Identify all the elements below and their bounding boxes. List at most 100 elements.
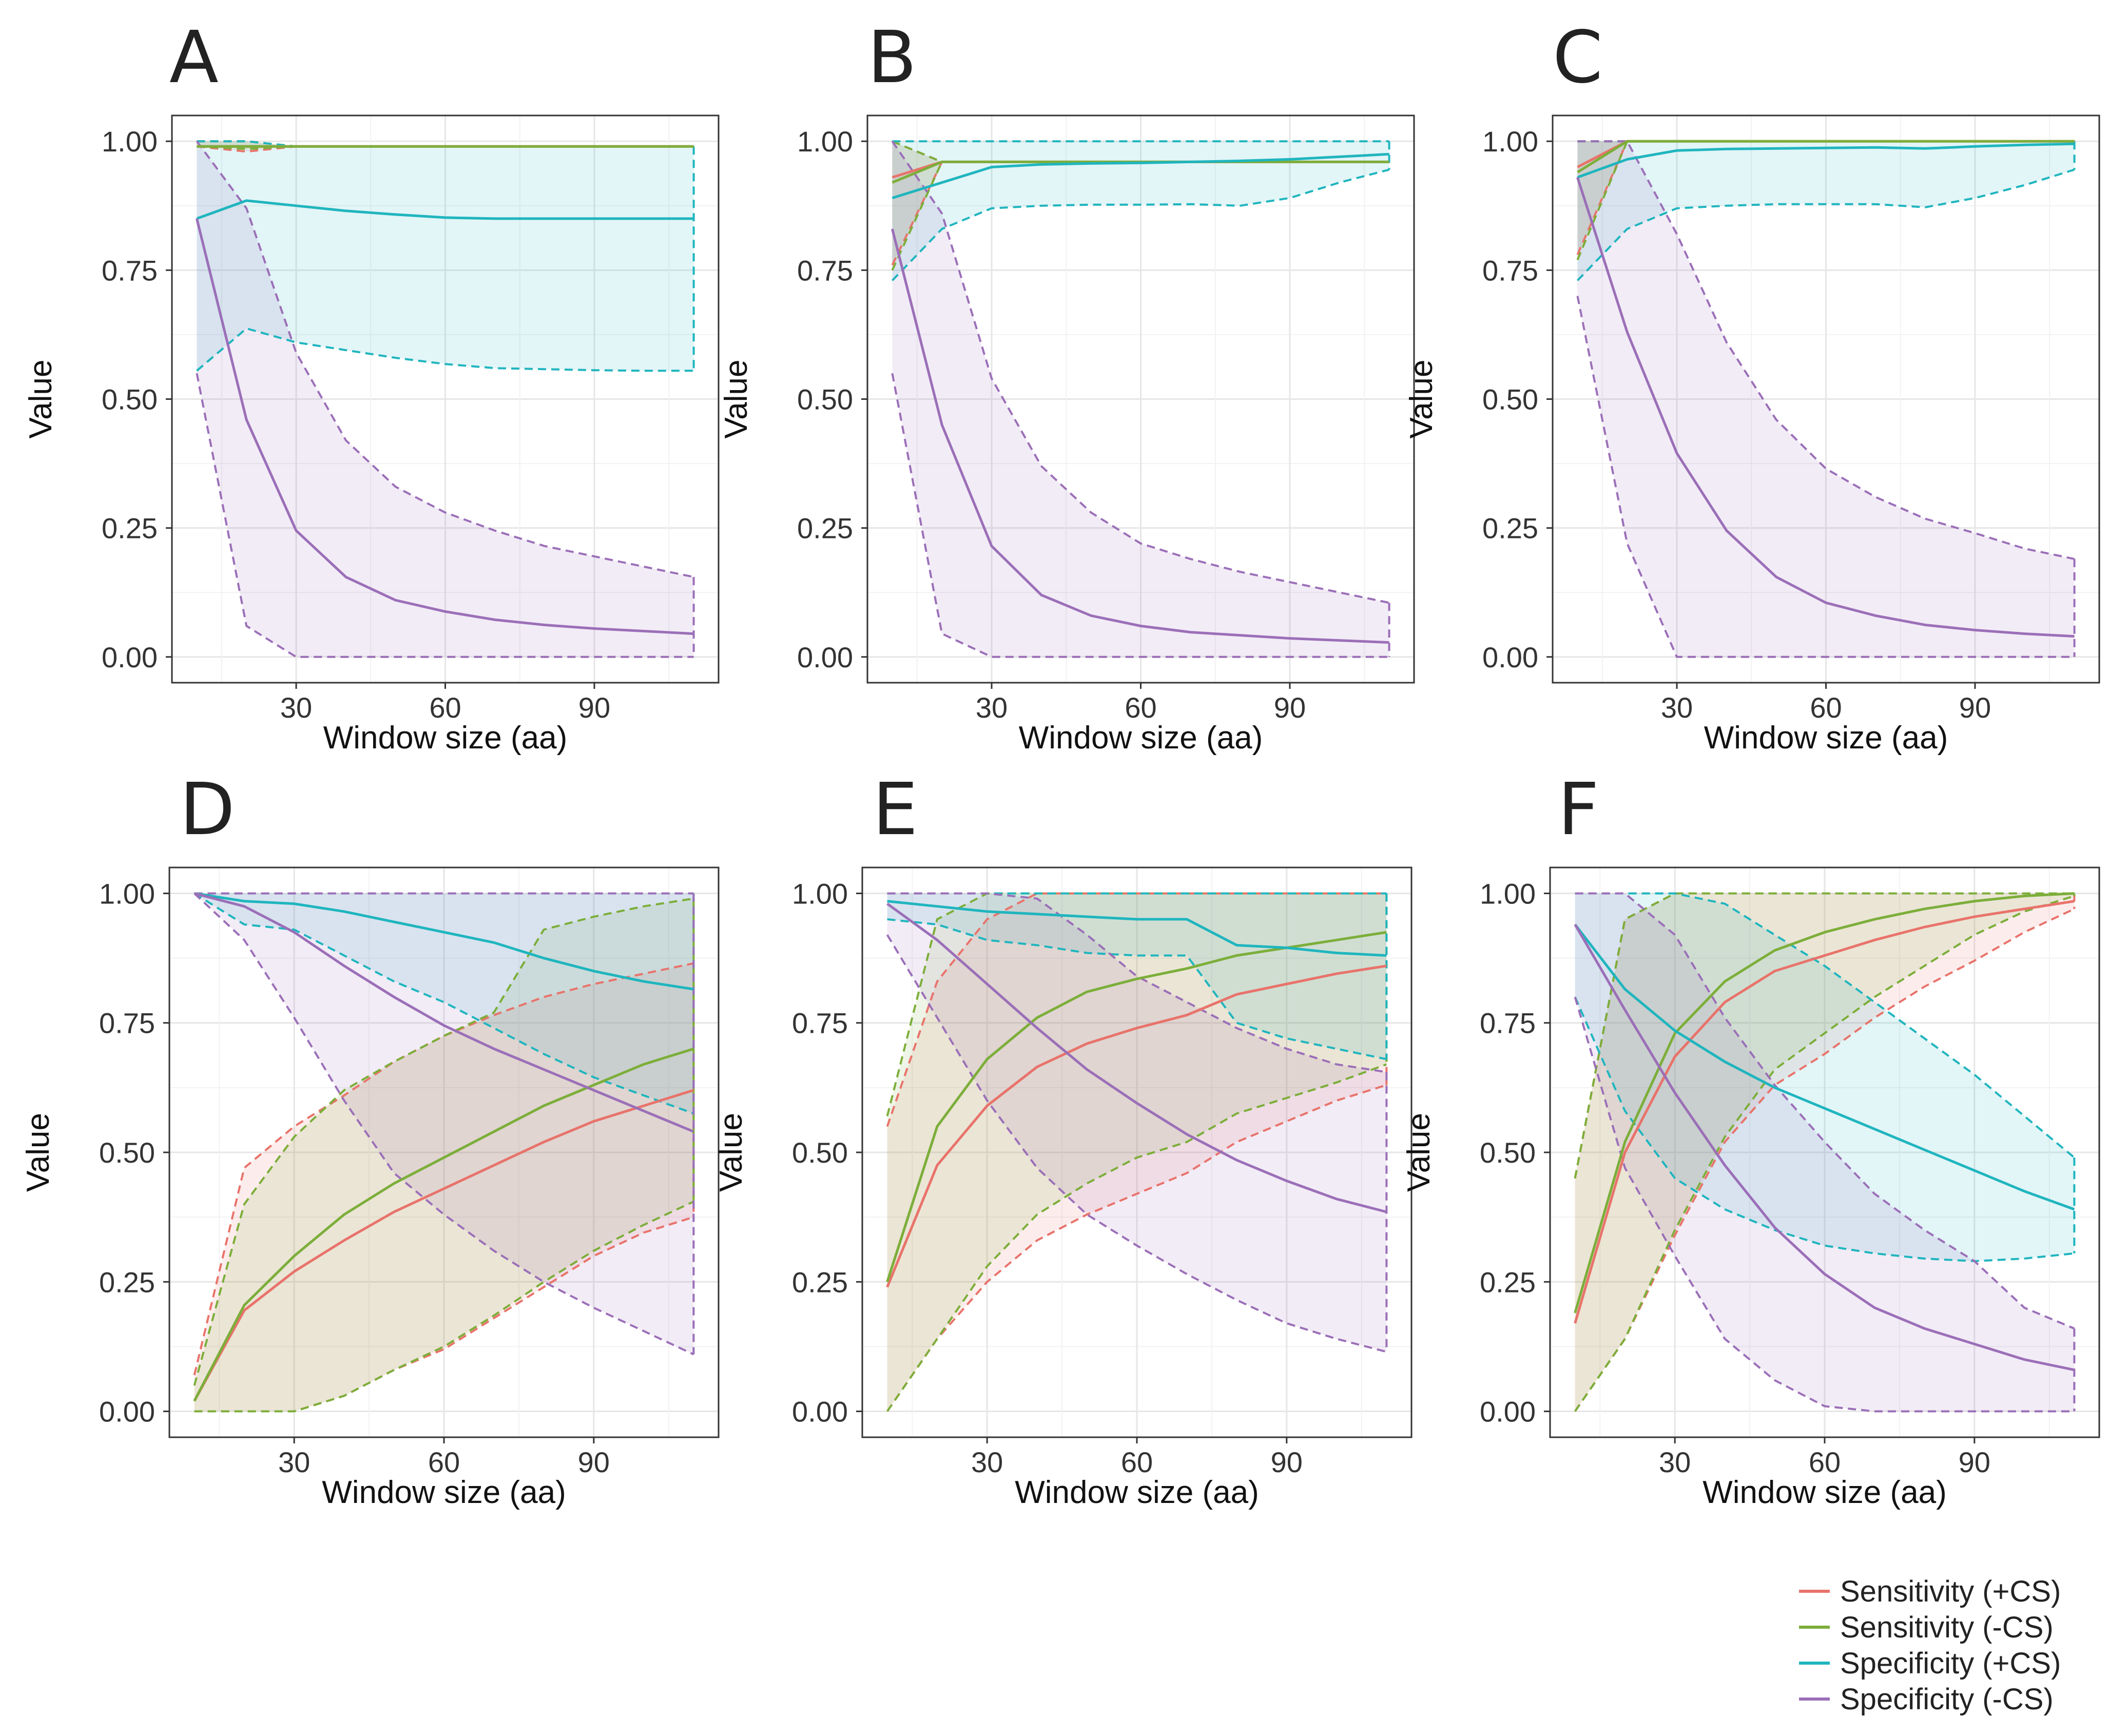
lower-bound-specificity--cs bbox=[891, 373, 1389, 658]
ribbon-specificity--cs bbox=[892, 141, 1389, 657]
mean-lines bbox=[193, 892, 694, 1402]
x-tick-label: 60 bbox=[429, 691, 461, 724]
x-axis-title: Window size (aa) bbox=[322, 1475, 566, 1510]
lower-bound-specificity--cs bbox=[194, 893, 694, 1356]
x-axis-title: Window size (aa) bbox=[1703, 1475, 1946, 1510]
x-tick-label: 90 bbox=[1959, 691, 1991, 724]
mean-line-specificity-pluscs bbox=[887, 900, 1387, 957]
x-tick-label: 60 bbox=[1809, 1446, 1841, 1478]
x-axis-title: Window size (aa) bbox=[1704, 720, 1948, 756]
ribbon-specificity-pluscs bbox=[194, 893, 694, 1114]
y-tick-label: 0.25 bbox=[1482, 512, 1538, 545]
panel-F: 0.00 0.25 0.50 0.75 1.00 30 60 90 Window size (a… bbox=[1401, 768, 2100, 1510]
ribbon-specificity--cs bbox=[194, 893, 694, 1355]
mean-line-specificity-pluscs bbox=[196, 199, 694, 220]
lower-bound-specificity--cs bbox=[1574, 996, 2075, 1413]
panel-E: 0.00 0.25 0.50 0.75 1.00 30 60 90 Window size (a… bbox=[713, 768, 1413, 1510]
mean-lines bbox=[1576, 140, 2075, 638]
ribbon-specificity--cs bbox=[1575, 893, 2075, 1412]
legend: Sensitivity (+CS)Sensitivity (-CS)Specif… bbox=[1799, 1575, 2061, 1716]
mean-lines bbox=[891, 152, 1389, 644]
ribbon-sensitivity-pluscs bbox=[1575, 893, 2075, 1412]
ribbon-sensitivity--cs bbox=[1575, 893, 2075, 1412]
ribbon-specificity-pluscs bbox=[197, 141, 694, 371]
bounds bbox=[193, 892, 695, 1413]
mean-line-specificity--cs bbox=[891, 228, 1389, 644]
y-tick-label: 0.50 bbox=[1480, 1136, 1536, 1169]
panels: 0.00 0.25 0.50 0.75 1.00 30 60 90 Window size (a… bbox=[21, 16, 2100, 1510]
y-axis-title: Value bbox=[1401, 1113, 1437, 1192]
upper-bound-sensitivity--cs bbox=[1574, 892, 2075, 1179]
panel-letter: B bbox=[867, 16, 917, 100]
mean-line-specificity--cs bbox=[194, 892, 694, 1133]
y-tick-label: 0.00 bbox=[792, 1396, 848, 1428]
mean-line-specificity-pluscs bbox=[892, 152, 1389, 200]
x-tick-label: 90 bbox=[578, 1446, 610, 1478]
lower-bound-specificity--cs bbox=[886, 934, 1387, 1353]
y-tick-label: 0.75 bbox=[792, 1007, 848, 1039]
y-tick-label: 0.25 bbox=[99, 1266, 155, 1298]
lower-bound-specificity--cs bbox=[196, 373, 694, 658]
y-tick-label: 0.50 bbox=[102, 383, 158, 416]
panel-letter: F bbox=[1558, 768, 1599, 852]
lower-bound-sensitivity--cs bbox=[886, 1063, 1387, 1412]
lower-bound-sensitivity-pluscs bbox=[1574, 908, 2075, 1412]
mean-lines bbox=[1574, 892, 2075, 1372]
x-tick-label: 90 bbox=[1271, 1446, 1303, 1478]
ribbons bbox=[197, 141, 694, 657]
legend-item: Specificity (+CS) bbox=[1799, 1647, 2061, 1680]
x-tick-label: 30 bbox=[280, 691, 312, 724]
y-tick-label: 0.75 bbox=[1482, 254, 1538, 286]
y-tick-label: 1.00 bbox=[1480, 877, 1536, 910]
y-tick-label: 0.75 bbox=[1480, 1007, 1536, 1039]
upper-bound-sensitivity-pluscs bbox=[886, 892, 1387, 1127]
panel-C: 0.00 0.25 0.50 0.75 1.00 30 60 90 Window size (a… bbox=[1404, 16, 2100, 756]
ribbons bbox=[887, 893, 1387, 1412]
panel-B: 0.00 0.25 0.50 0.75 1.00 30 60 90 Window size (a… bbox=[719, 16, 1415, 756]
x-tick-label: 30 bbox=[971, 1446, 1003, 1478]
ribbon-specificity--cs bbox=[1577, 141, 2075, 657]
mean-line-sensitivity-pluscs bbox=[886, 965, 1387, 1288]
upper-bound-specificity--cs bbox=[1577, 140, 2075, 560]
mean-line-specificity--cs bbox=[886, 902, 1387, 1213]
legend-label: Sensitivity (-CS) bbox=[1840, 1611, 2054, 1644]
mean-lines bbox=[886, 900, 1387, 1288]
x-tick-label: 90 bbox=[1274, 691, 1306, 724]
y-tick-label: 0.50 bbox=[1482, 383, 1538, 416]
lower-bound-specificity-pluscs bbox=[196, 327, 694, 372]
mean-line-sensitivity--cs bbox=[1577, 140, 2075, 173]
y-tick-label: 1.00 bbox=[102, 125, 158, 158]
legend-item: Sensitivity (-CS) bbox=[1799, 1611, 2054, 1644]
ribbon-specificity--cs bbox=[197, 141, 694, 657]
mean-line-sensitivity--cs bbox=[1574, 892, 2075, 1314]
y-axis-title: Value bbox=[1404, 360, 1439, 439]
ribbon-specificity-pluscs bbox=[1575, 893, 2075, 1261]
y-tick-label: 1.00 bbox=[99, 877, 155, 910]
lower-bound-specificity--cs bbox=[1576, 296, 2075, 658]
y-tick-label: 0.50 bbox=[792, 1136, 848, 1169]
y-tick-label: 0.75 bbox=[797, 254, 853, 286]
mean-line-specificity--cs bbox=[1574, 923, 2075, 1372]
lower-bound-sensitivity-pluscs bbox=[886, 1084, 1387, 1412]
y-tick-label: 0.75 bbox=[102, 254, 158, 286]
y-tick-label: 0.25 bbox=[1480, 1266, 1536, 1298]
y-axis-title: Value bbox=[719, 360, 754, 439]
ribbons bbox=[892, 141, 1389, 657]
lower-bound-specificity-pluscs bbox=[887, 918, 1387, 1060]
x-tick-label: 60 bbox=[1125, 691, 1156, 724]
x-tick-label: 60 bbox=[1810, 691, 1842, 724]
bounds bbox=[886, 892, 1388, 1412]
upper-bound-specificity--cs bbox=[891, 141, 1390, 604]
ribbon-sensitivity--cs bbox=[197, 141, 694, 149]
panel-letter: E bbox=[873, 768, 918, 852]
x-axis-title: Window size (aa) bbox=[323, 720, 567, 756]
lower-bound-specificity-pluscs bbox=[194, 892, 694, 1115]
x-tick-label: 90 bbox=[578, 691, 610, 724]
x-tick-label: 30 bbox=[976, 691, 1008, 724]
upper-bound-specificity--cs bbox=[196, 141, 694, 578]
lower-bound-sensitivity--cs bbox=[1574, 895, 2075, 1412]
y-tick-label: 1.00 bbox=[797, 125, 853, 158]
ribbon-specificity--cs bbox=[887, 893, 1387, 1352]
y-axis-title: Value bbox=[21, 1113, 56, 1192]
mean-line-specificity-pluscs bbox=[1574, 923, 2075, 1211]
